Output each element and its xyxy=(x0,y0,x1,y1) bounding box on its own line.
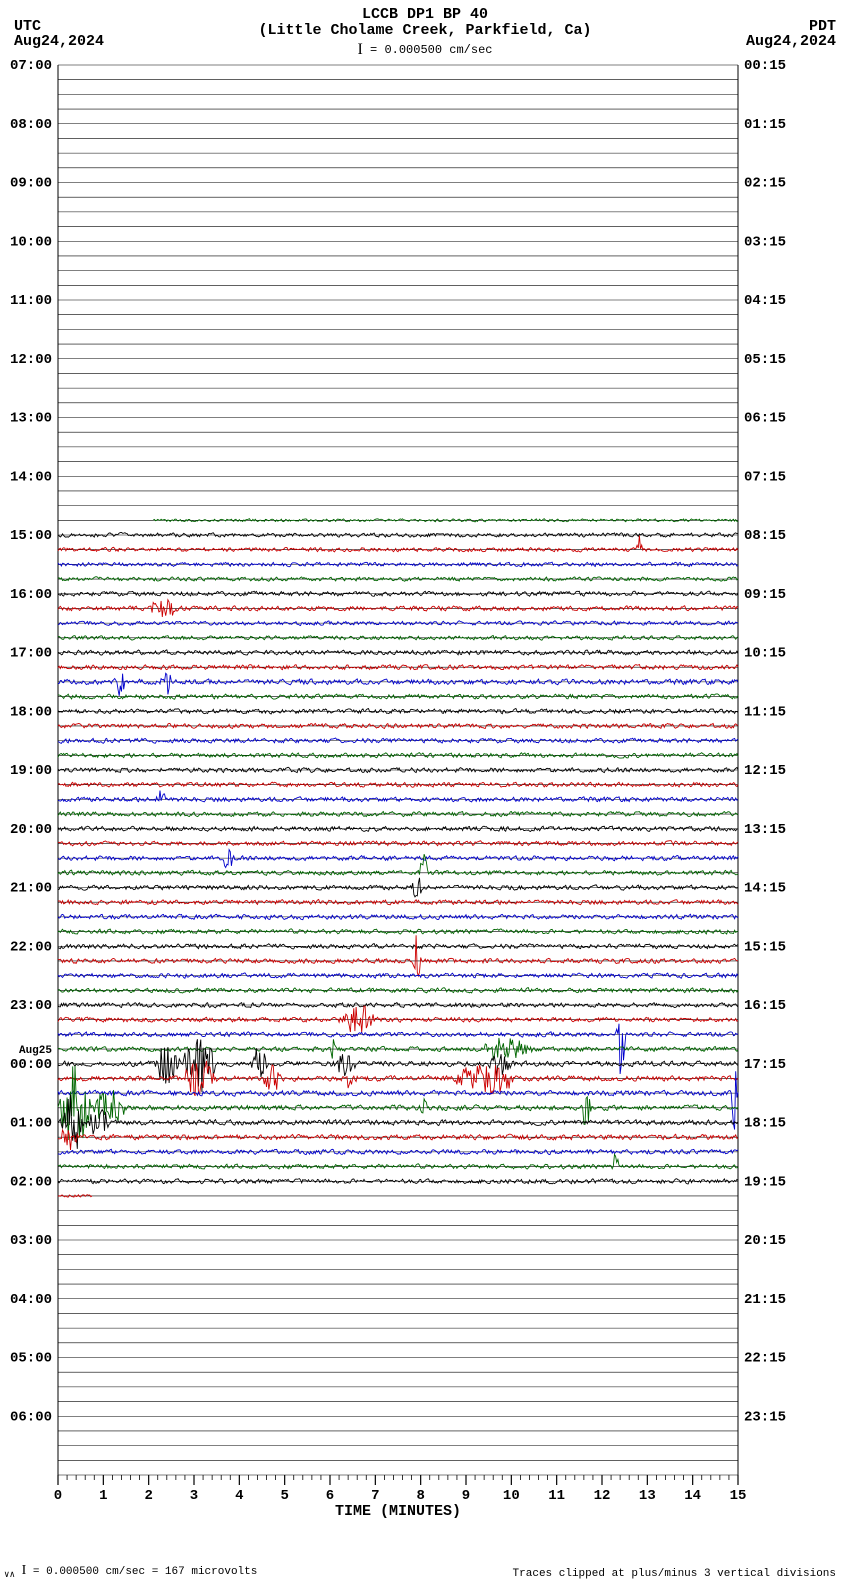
svg-text:10: 10 xyxy=(503,1488,520,1504)
svg-text:19:15: 19:15 xyxy=(744,1174,786,1190)
svg-text:12: 12 xyxy=(594,1488,611,1504)
svg-text:15:00: 15:00 xyxy=(10,528,52,544)
svg-text:03:15: 03:15 xyxy=(744,234,786,250)
svg-text:02:00: 02:00 xyxy=(10,1174,52,1190)
svg-text:19:00: 19:00 xyxy=(10,763,52,779)
svg-text:23:15: 23:15 xyxy=(744,1409,786,1425)
svg-text:11:00: 11:00 xyxy=(10,293,52,309)
helicorder-plot: 0123456789101112131415TIME (MINUTES)07:0… xyxy=(0,55,850,1535)
svg-text:18:15: 18:15 xyxy=(744,1116,786,1132)
svg-text:07:00: 07:00 xyxy=(10,58,52,74)
svg-text:20:00: 20:00 xyxy=(10,822,52,838)
right-date-label: Aug24,2024 xyxy=(746,33,836,50)
svg-text:13:15: 13:15 xyxy=(744,822,786,838)
svg-text:13: 13 xyxy=(639,1488,656,1504)
svg-text:2: 2 xyxy=(144,1488,152,1504)
svg-text:6: 6 xyxy=(326,1488,334,1504)
left-date-label: Aug24,2024 xyxy=(14,33,104,50)
clip-note: Traces clipped at plus/minus 3 vertical … xyxy=(513,1568,836,1580)
chart-header: LCCB DP1 BP 40 (Little Cholame Creek, Pa… xyxy=(0,0,850,55)
svg-text:01:15: 01:15 xyxy=(744,117,786,133)
svg-text:11:15: 11:15 xyxy=(744,704,786,720)
scale-indicator-bottom: ∨∧ I = 0.000500 cm/sec = 167 microvolts xyxy=(4,1563,257,1580)
svg-text:0: 0 xyxy=(54,1488,62,1504)
svg-text:9: 9 xyxy=(462,1488,470,1504)
svg-text:03:00: 03:00 xyxy=(10,1233,52,1249)
svg-text:1: 1 xyxy=(99,1488,107,1504)
svg-text:08:00: 08:00 xyxy=(10,117,52,133)
svg-text:16:15: 16:15 xyxy=(744,998,786,1014)
svg-text:06:15: 06:15 xyxy=(744,411,786,427)
svg-text:15:15: 15:15 xyxy=(744,939,786,955)
svg-text:02:15: 02:15 xyxy=(744,176,786,192)
svg-text:12:00: 12:00 xyxy=(10,352,52,368)
svg-text:20:15: 20:15 xyxy=(744,1233,786,1249)
station-subtitle: (Little Cholame Creek, Parkfield, Ca) xyxy=(0,22,850,39)
svg-text:14:00: 14:00 xyxy=(10,469,52,485)
svg-text:15: 15 xyxy=(730,1488,747,1504)
svg-text:07:15: 07:15 xyxy=(744,469,786,485)
svg-text:01:00: 01:00 xyxy=(10,1116,52,1132)
svg-text:09:15: 09:15 xyxy=(744,587,786,603)
svg-text:16:00: 16:00 xyxy=(10,587,52,603)
svg-text:TIME (MINUTES): TIME (MINUTES) xyxy=(335,1503,461,1520)
station-title: LCCB DP1 BP 40 xyxy=(0,6,850,23)
svg-text:09:00: 09:00 xyxy=(10,176,52,192)
svg-text:06:00: 06:00 xyxy=(10,1409,52,1425)
svg-text:13:00: 13:00 xyxy=(10,411,52,427)
svg-text:17:00: 17:00 xyxy=(10,646,52,662)
svg-text:14:15: 14:15 xyxy=(744,881,786,897)
svg-text:05:15: 05:15 xyxy=(744,352,786,368)
svg-text:4: 4 xyxy=(235,1488,243,1504)
svg-text:8: 8 xyxy=(416,1488,424,1504)
svg-text:17:15: 17:15 xyxy=(744,1057,786,1073)
svg-text:22:00: 22:00 xyxy=(10,939,52,955)
svg-text:22:15: 22:15 xyxy=(744,1351,786,1367)
svg-text:21:15: 21:15 xyxy=(744,1292,786,1308)
svg-text:23:00: 23:00 xyxy=(10,998,52,1014)
svg-text:7: 7 xyxy=(371,1488,379,1504)
svg-text:Aug25: Aug25 xyxy=(19,1045,52,1057)
svg-text:18:00: 18:00 xyxy=(10,704,52,720)
svg-text:04:15: 04:15 xyxy=(744,293,786,309)
svg-text:10:15: 10:15 xyxy=(744,646,786,662)
svg-text:04:00: 04:00 xyxy=(10,1292,52,1308)
svg-text:14: 14 xyxy=(684,1488,701,1504)
svg-text:10:00: 10:00 xyxy=(10,234,52,250)
svg-text:11: 11 xyxy=(548,1488,565,1504)
svg-text:12:15: 12:15 xyxy=(744,763,786,779)
svg-text:00:15: 00:15 xyxy=(744,58,786,74)
svg-text:05:00: 05:00 xyxy=(10,1351,52,1367)
svg-text:5: 5 xyxy=(280,1488,288,1504)
svg-text:3: 3 xyxy=(190,1488,198,1504)
svg-text:21:00: 21:00 xyxy=(10,881,52,897)
svg-text:00:00: 00:00 xyxy=(10,1057,52,1073)
chart-footer: ∨∧ I = 0.000500 cm/sec = 167 microvolts … xyxy=(0,1564,850,1580)
svg-text:08:15: 08:15 xyxy=(744,528,786,544)
